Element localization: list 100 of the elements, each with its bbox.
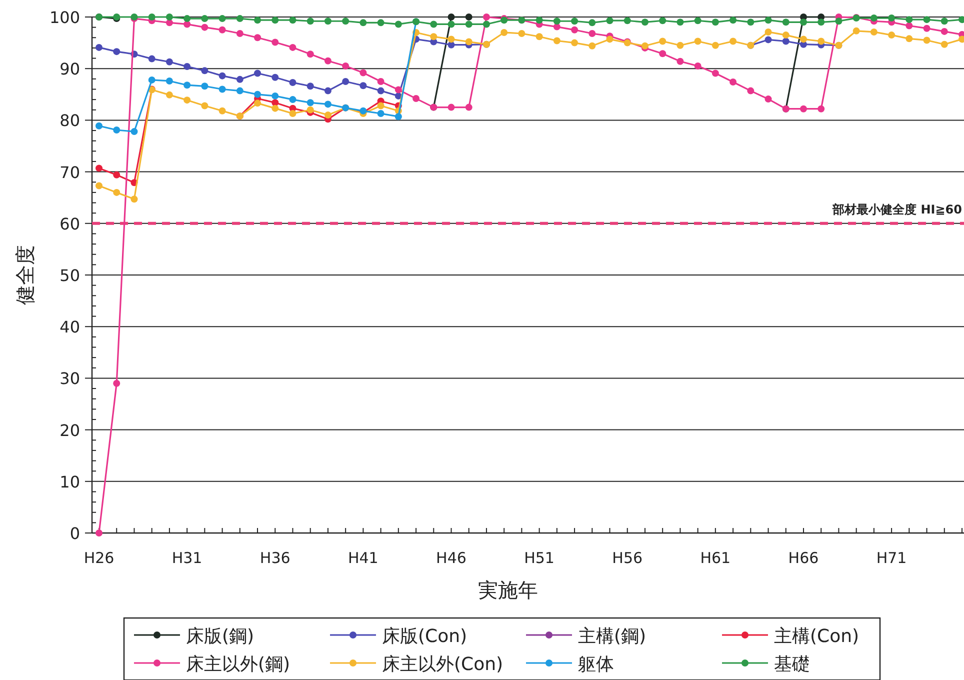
point (324, 112, 332, 119)
point (465, 20, 472, 28)
point (166, 91, 173, 98)
point (306, 82, 314, 90)
point (96, 122, 102, 130)
point (465, 104, 472, 111)
y-axis-title: 健全度 (13, 245, 37, 305)
point (254, 34, 262, 42)
point (148, 76, 156, 84)
point (940, 18, 948, 25)
x-axis-title: 実施年 (478, 578, 538, 602)
point (553, 37, 560, 44)
point (694, 38, 702, 45)
point (730, 38, 737, 45)
point (430, 20, 438, 28)
point (113, 171, 120, 178)
point (536, 33, 543, 40)
point (676, 58, 684, 65)
point (272, 104, 279, 112)
point (448, 14, 455, 20)
point (782, 38, 790, 45)
point (888, 14, 896, 22)
point (96, 44, 102, 51)
point (782, 18, 790, 26)
point (254, 70, 262, 77)
point (923, 36, 930, 44)
point (712, 70, 719, 77)
y-tick-label: 40 (60, 318, 80, 337)
point (342, 62, 350, 70)
point (571, 18, 578, 25)
point (536, 16, 543, 24)
point (448, 36, 455, 43)
point (694, 17, 702, 24)
point (272, 74, 279, 81)
x-tick-label: H41 (348, 549, 378, 567)
point (377, 78, 384, 85)
legend-label: 床版(鋼) (186, 626, 254, 647)
point (218, 15, 226, 22)
point (130, 128, 138, 136)
point (659, 38, 666, 45)
point (96, 530, 102, 536)
point (218, 107, 226, 114)
point (747, 87, 754, 94)
point (377, 87, 384, 94)
point (201, 102, 208, 110)
point (272, 92, 279, 100)
point (923, 16, 930, 24)
point (430, 33, 438, 40)
point (254, 16, 262, 24)
point (659, 50, 666, 58)
y-tick-label: 0 (70, 524, 80, 543)
y-tick-label: 70 (60, 162, 80, 182)
point (906, 35, 913, 42)
point (800, 36, 807, 43)
point (676, 18, 684, 26)
point (730, 16, 737, 24)
point (218, 72, 226, 80)
point (236, 30, 244, 38)
point (870, 28, 878, 36)
point (852, 27, 860, 34)
x-tick-label: H61 (700, 549, 731, 567)
point (96, 182, 102, 190)
point (730, 78, 737, 86)
point (201, 82, 208, 90)
legend-label: 基礎 (774, 654, 810, 675)
point (553, 18, 560, 25)
point (906, 16, 913, 24)
point (166, 77, 173, 84)
point (906, 22, 913, 30)
point (747, 18, 754, 26)
x-tick-label: H31 (172, 549, 202, 567)
point (236, 15, 244, 22)
point (588, 30, 596, 38)
point (764, 16, 772, 24)
point (448, 20, 455, 28)
point (764, 28, 772, 36)
point (394, 113, 402, 120)
point (166, 58, 173, 66)
point (818, 18, 825, 26)
x-tick-label: H56 (612, 549, 643, 567)
point (377, 102, 384, 110)
point (113, 380, 120, 387)
point (712, 42, 719, 49)
point (96, 164, 102, 172)
legend-label: 主構(鋼) (578, 626, 646, 647)
point (289, 16, 296, 24)
x-tick-label: H71 (876, 549, 907, 567)
point (272, 38, 279, 46)
point (201, 15, 208, 22)
x-tick-label: H26 (84, 549, 114, 567)
point (289, 79, 296, 86)
x-tick-label: H66 (788, 549, 819, 567)
point (236, 76, 244, 83)
x-tick-label: H36 (260, 549, 290, 567)
point (800, 105, 807, 112)
point (148, 55, 156, 62)
point (712, 18, 719, 26)
point (571, 26, 578, 34)
point (448, 104, 455, 111)
point (360, 69, 367, 76)
